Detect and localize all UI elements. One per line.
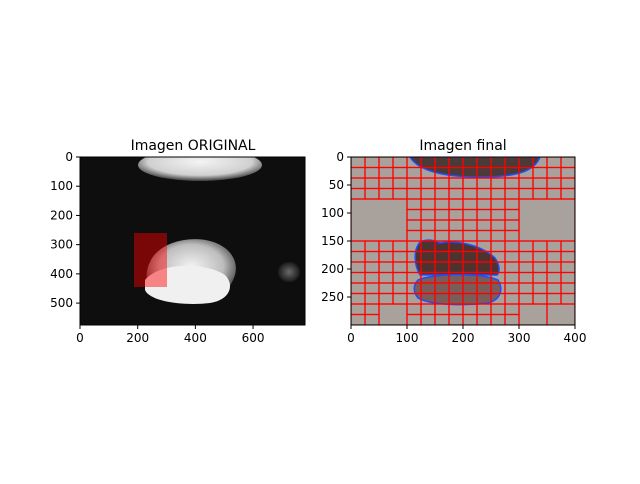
left-ytick-label: 100 — [50, 179, 73, 193]
right-xtick-label: 0 — [347, 331, 355, 345]
right-axis-ticks: 0 100 200 300 400 0 50 100 150 200 250 — [321, 150, 586, 345]
left-panel: Imagen ORIGINAL 0 200 400 600 0 100 200 300 400 5… — [50, 138, 306, 345]
left-ytick-label: 500 — [50, 296, 73, 310]
middle-object-lower — [413, 274, 502, 306]
right-ytick-label: 150 — [321, 234, 344, 248]
left-title: Imagen ORIGINAL — [131, 138, 256, 154]
quadtree-grid — [351, 157, 575, 325]
left-ytick-label: 400 — [50, 267, 73, 281]
left-xtick-label: 200 — [126, 331, 149, 345]
left-ytick-label: 200 — [50, 208, 73, 222]
left-image — [80, 157, 305, 325]
left-axis-ticks: 0 200 400 600 0 100 200 300 400 500 — [50, 150, 264, 345]
selection-rectangle — [134, 233, 167, 287]
right-image — [351, 157, 575, 325]
right-ytick-label: 100 — [321, 206, 344, 220]
right-ytick-label: 50 — [329, 178, 344, 192]
right-xtick-label: 300 — [508, 331, 531, 345]
right-title: Imagen final — [419, 138, 506, 154]
left-axes-frame — [79, 156, 306, 326]
left-xtick-label: 600 — [242, 331, 265, 345]
right-panel: Imagen final 0 100 200 300 400 0 50 100 150 200 25… — [321, 138, 586, 345]
lower-blob — [145, 265, 230, 304]
small-right-blob — [278, 262, 300, 282]
left-ytick-label: 0 — [65, 150, 73, 164]
grid-cell — [546, 303, 575, 325]
left-xtick-label: 0 — [76, 331, 84, 345]
right-xtick-label: 100 — [396, 331, 419, 345]
right-xtick-label: 400 — [564, 331, 587, 345]
right-xtick-label: 200 — [452, 331, 475, 345]
top-blob — [138, 157, 262, 181]
left-ytick-label: 300 — [50, 238, 73, 252]
right-ytick-label: 0 — [336, 150, 344, 164]
right-ytick-label: 250 — [321, 290, 344, 304]
right-ytick-label: 200 — [321, 262, 344, 276]
left-xtick-label: 400 — [184, 331, 207, 345]
